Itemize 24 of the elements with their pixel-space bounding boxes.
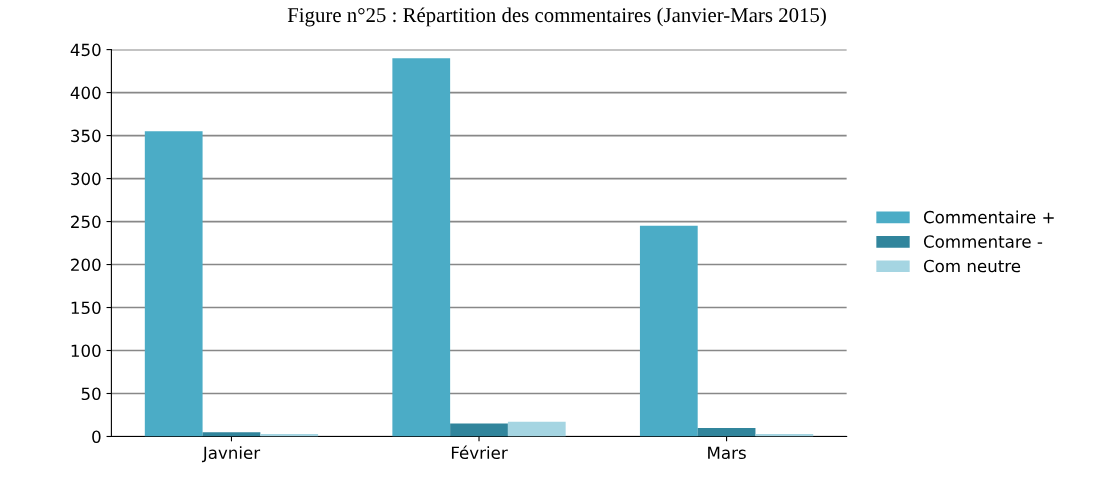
y-tick-label: 300 — [71, 172, 101, 186]
bar — [144, 131, 203, 437]
bar — [392, 58, 451, 437]
y-tick-label: 350 — [71, 129, 101, 143]
y-tick-label: 0 — [92, 430, 101, 444]
y-tick-label: 50 — [81, 387, 101, 401]
bar — [639, 225, 698, 437]
bar — [697, 427, 756, 437]
y-tick-label: 400 — [70, 86, 101, 100]
y-tick-label: 250 — [71, 215, 101, 229]
y-tick-label: 150 — [71, 301, 101, 315]
chart-title: Figure n°25 : Répartition des commentaires (Janvier-Mars 2015) — [287, 7, 826, 27]
x-tick-label: Février — [451, 445, 508, 460]
y-tick-label: 450 — [70, 43, 101, 57]
bar — [450, 423, 508, 437]
legend-label: Commentaire + — [923, 210, 1054, 224]
y-tick-label: 200 — [71, 258, 101, 272]
legend-label: Com neutre — [923, 259, 1021, 273]
y-tick-label: 100 — [71, 344, 101, 358]
bar — [202, 432, 261, 437]
x-tick-label: Javnier — [201, 446, 261, 463]
legend-label: Commentare - — [923, 235, 1043, 248]
x-tick-label: Mars — [708, 446, 746, 460]
bar — [507, 421, 566, 437]
